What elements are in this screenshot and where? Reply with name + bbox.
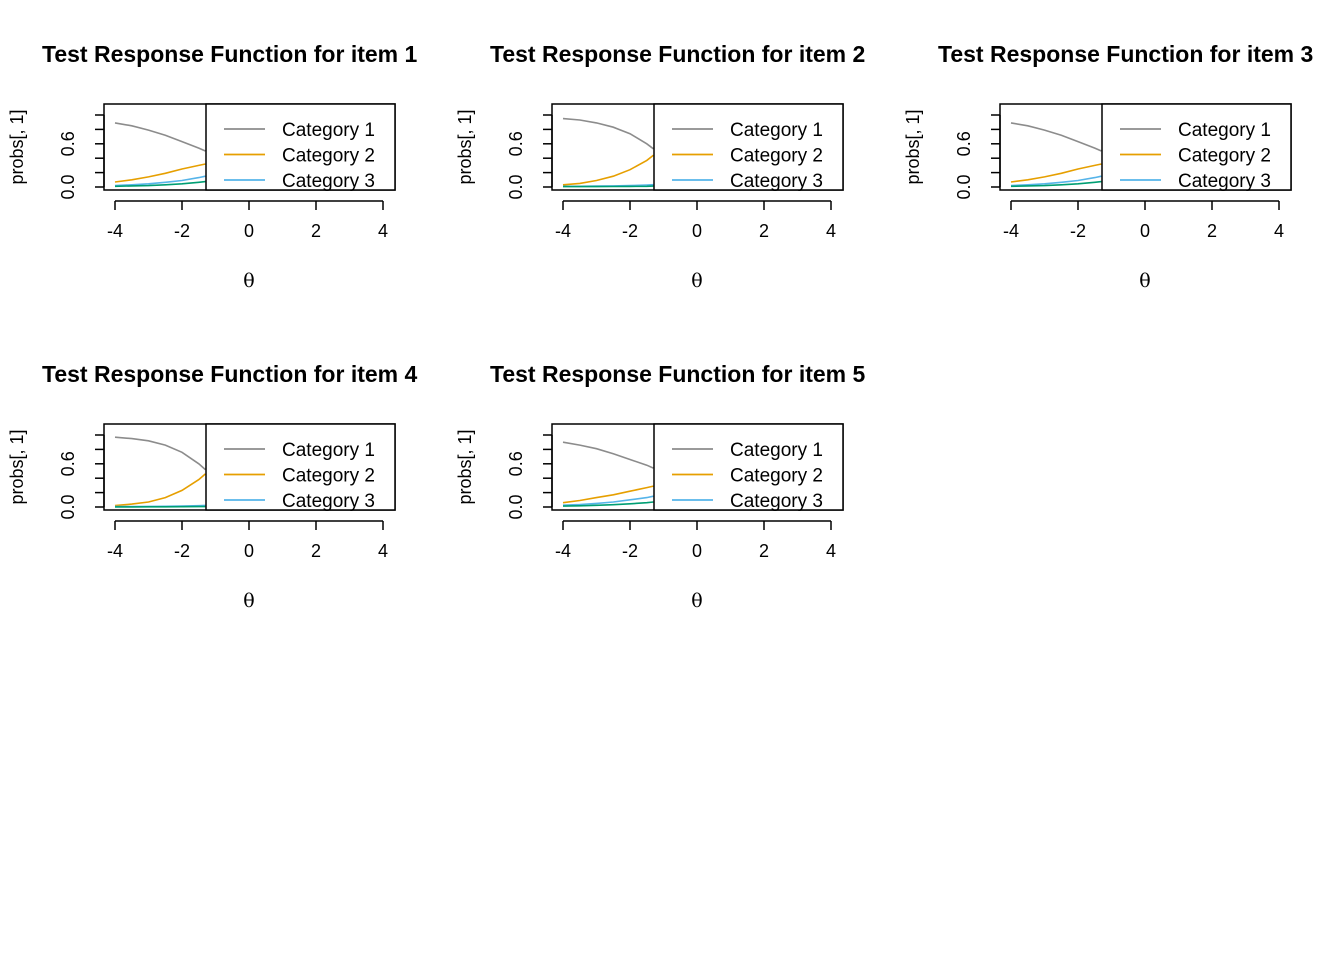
legend-label-2: Category 2 [282,466,375,487]
x-tick-label-4: 4 [826,221,836,241]
legend-box [205,103,396,191]
y-axis-label: probs[, 1] [903,109,923,184]
series-line-1 [1010,122,1102,152]
y-axis-label: probs[, 1] [455,109,475,184]
x-tick-label-2: 0 [244,541,254,561]
x-tick-label-0: -4 [555,221,571,241]
legend-box [1101,103,1292,191]
series-line-2 [1010,163,1102,183]
series-line-4 [562,501,654,507]
x-tick-label-2: 0 [244,221,254,241]
x-tick-label-3: 2 [759,541,769,561]
chart-title: Test Response Function for item 5 [490,361,865,387]
x-tick-label-1: -2 [1070,221,1086,241]
x-axis-label: θ [1139,270,1150,292]
x-tick-label-4: 4 [826,541,836,561]
x-tick-label-0: -4 [107,541,123,561]
series-line-2 [562,154,654,186]
x-axis-label: θ [243,590,254,612]
x-tick-label-2: 0 [692,221,702,241]
y-tick-label-1: 0.6 [954,131,974,156]
y-tick-label-0: 0.0 [954,174,974,199]
series-line-2 [562,485,654,504]
legend-label-2: Category 2 [730,466,823,487]
y-axis-label: probs[, 1] [7,109,27,184]
y-tick-label-0: 0.0 [58,174,78,199]
x-tick-label-3: 2 [759,221,769,241]
legend-label-2: Category 2 [1178,146,1271,167]
x-axis-label: θ [691,590,702,612]
x-tick-label-0: -4 [555,541,571,561]
legend-label-1: Category 1 [282,120,375,141]
series-line-4 [563,185,654,188]
chart-title: Test Response Function for item 1 [42,41,417,67]
y-tick-label-1: 0.6 [506,131,526,156]
legend-label-3: Category 3 [730,491,823,512]
x-tick-label-1: -2 [174,541,190,561]
chart-panel-5: Test Response Function for item 5 0.0 0.6 p… [455,361,865,612]
series-line-1 [114,436,206,471]
legend-label-1: Category 1 [730,120,823,141]
legend-label-1: Category 1 [282,440,375,461]
series-line-3 [1010,175,1102,187]
chart-title: Test Response Function for item 3 [938,41,1313,67]
y-tick-label-1: 0.6 [506,451,526,476]
legend-box [653,103,844,191]
chart-panel-4: Test Response Function for item 4 0.0 0.6 p… [7,361,417,612]
y-axis-label: probs[, 1] [7,429,27,504]
y-axis-label: probs[, 1] [455,429,475,504]
series-line-3 [562,495,654,506]
legend-box [653,423,844,511]
chart-panel-1: Test Response Function for item 1 0.0 0.6 p… [7,41,417,292]
y-tick-label-1: 0.6 [58,451,78,476]
x-tick-label-4: 4 [1274,221,1284,241]
x-tick-label-0: -4 [107,221,123,241]
chart-panel-3: Test Response Function for item 3 0.0 0.6 p… [903,41,1313,292]
x-tick-label-4: 4 [378,221,388,241]
x-tick-label-3: 2 [311,221,321,241]
x-tick-label-0: -4 [1003,221,1019,241]
y-tick-label-0: 0.0 [58,494,78,519]
x-tick-label-3: 2 [311,541,321,561]
x-axis-label: θ [691,270,702,292]
x-tick-label-3: 2 [1207,221,1217,241]
x-tick-label-2: 0 [692,541,702,561]
y-tick-label-0: 0.0 [506,494,526,519]
x-tick-label-2: 0 [1140,221,1150,241]
series-line-1 [562,117,654,150]
series-line-2 [114,163,206,183]
legend-label-3: Category 3 [1178,171,1271,192]
y-tick-label-1: 0.6 [58,131,78,156]
legend-box [205,423,396,511]
series-line-4 [1010,180,1102,188]
legend-label-3: Category 3 [282,491,375,512]
legend-label-1: Category 1 [730,440,823,461]
series-line-4 [114,180,206,188]
x-tick-label-1: -2 [174,221,190,241]
x-tick-label-1: -2 [622,541,638,561]
series-line-1 [114,122,206,152]
x-tick-label-4: 4 [378,541,388,561]
legend-label-3: Category 3 [730,171,823,192]
legend-label-2: Category 2 [282,146,375,167]
x-axis-label: θ [243,270,254,292]
chart-panel-2: Test Response Function for item 2 0.0 0.6 p… [455,41,865,292]
y-tick-label-0: 0.0 [506,174,526,199]
legend-label-1: Category 1 [1178,120,1271,141]
chart-title: Test Response Function for item 4 [42,361,417,387]
legend-label-2: Category 2 [730,146,823,167]
series-line-2 [114,473,206,507]
series-line-1 [562,441,654,469]
series-line-3 [114,175,206,187]
x-tick-label-1: -2 [622,221,638,241]
chart-title: Test Response Function for item 2 [490,41,865,67]
legend-label-3: Category 3 [282,171,375,192]
